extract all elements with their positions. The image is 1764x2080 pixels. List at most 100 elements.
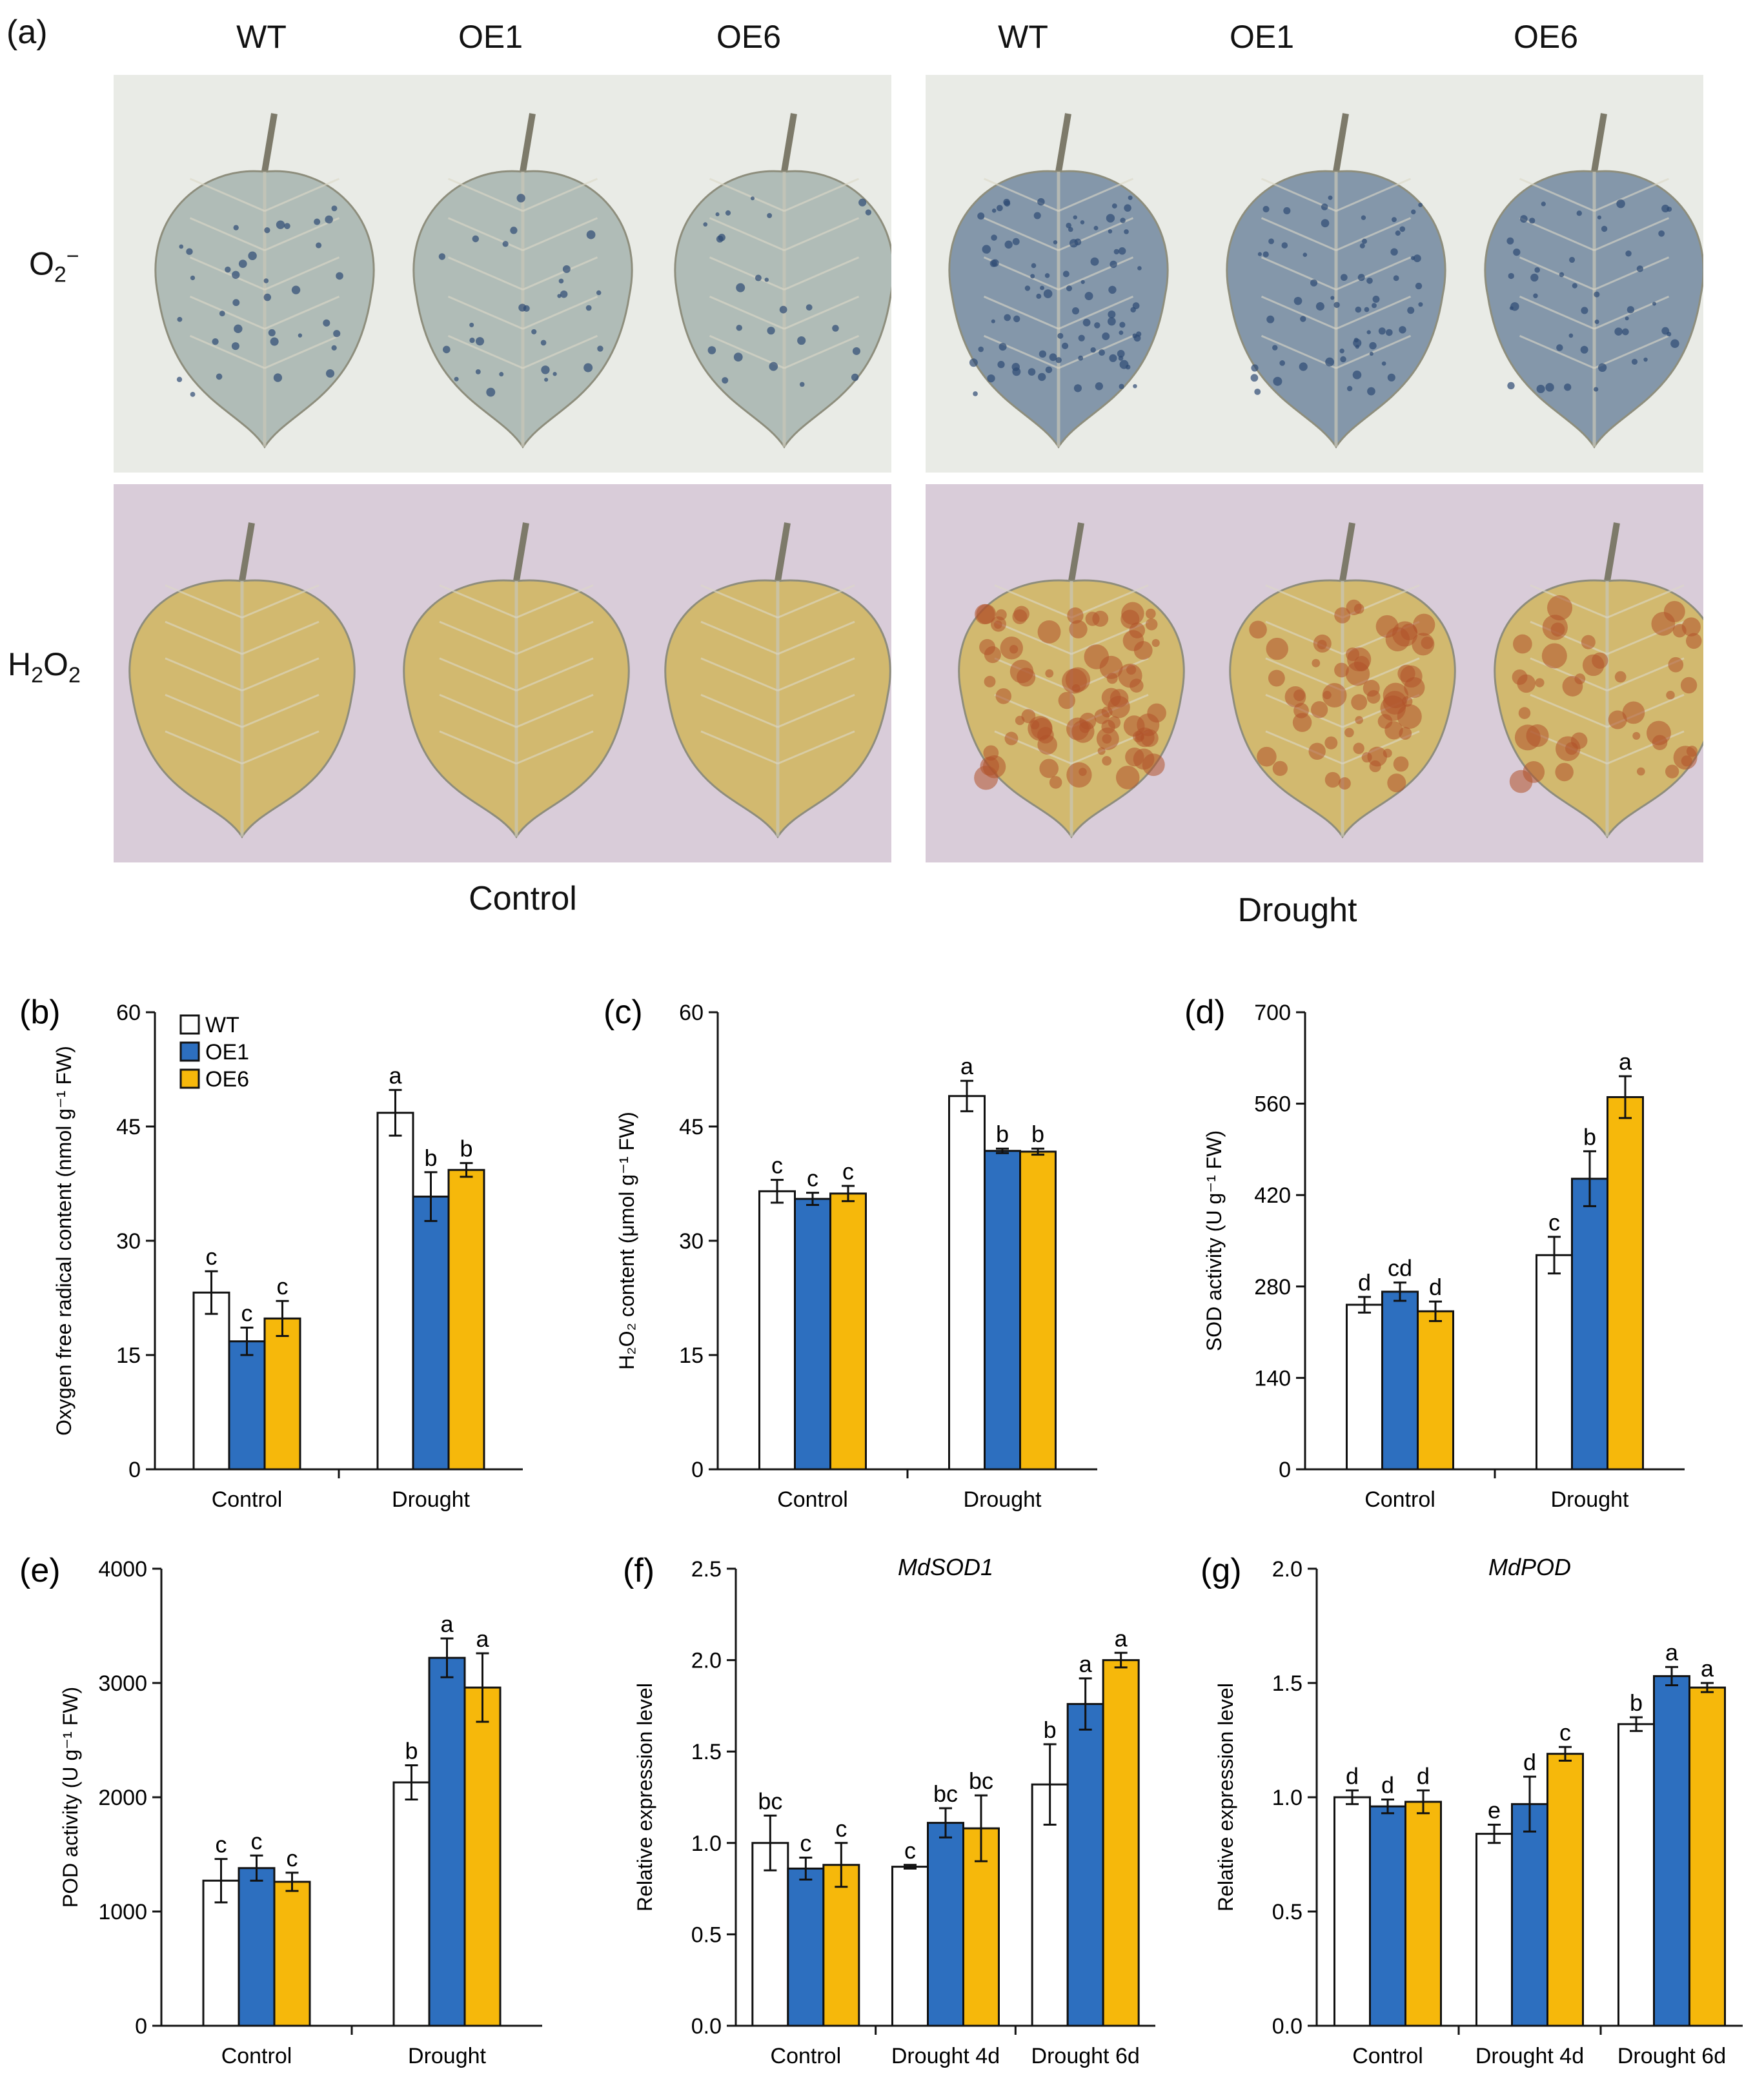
leaf — [674, 113, 891, 449]
y-axis-label: POD activity (U g⁻¹ FW) — [59, 1687, 82, 1908]
bar-oe6 — [1417, 1310, 1454, 1471]
leaf — [1229, 522, 1456, 839]
bar-wt — [948, 1095, 986, 1471]
x-tick-label: Drought 6d — [1617, 2044, 1726, 2068]
significance-letter: c — [800, 1830, 811, 1856]
leaf-staining-photos — [114, 75, 1703, 862]
y-tick-label: 2000 — [98, 1786, 147, 1810]
y-tick-label: 2.0 — [1272, 1557, 1303, 1582]
y-tick-label: 700 — [1254, 1001, 1291, 1025]
significance-letter: cd — [1388, 1255, 1412, 1281]
x-tick-label: Drought — [964, 1487, 1042, 1512]
y-tick-label: 0 — [128, 1458, 141, 1482]
chart-c: (c) 0 15 30 45 60 H₂O₂ content (μmol g⁻¹ FW) Co… — [603, 994, 1097, 1512]
y-tick-label: 0 — [135, 2014, 147, 2039]
condition-label-control: Control — [469, 880, 577, 917]
photo-superoxide-drought — [926, 75, 1703, 473]
x-tick-label: Control — [1352, 2044, 1423, 2068]
significance-letter: c — [771, 1152, 783, 1179]
panel-letter: (g) — [1201, 1552, 1242, 1589]
photo-h2o2-drought — [926, 484, 1703, 862]
bar-oe6 — [1546, 1753, 1584, 2027]
significance-letter: c — [807, 1165, 818, 1192]
bar-wt — [758, 1190, 796, 1471]
panel-letter: (b) — [19, 994, 61, 1031]
x-tick-label: Control — [777, 1487, 848, 1512]
x-tick-label: Control — [221, 2044, 292, 2068]
significance-letter: bc — [969, 1768, 993, 1794]
legend-swatch-oe1 — [179, 1041, 200, 1062]
y-axis-label: SOD activity (U g⁻¹ FW) — [1202, 1130, 1226, 1351]
y-tick-label: 1.5 — [1272, 1671, 1303, 1696]
y-axis-label: Relative expression level — [1214, 1683, 1237, 1912]
leaf — [412, 113, 633, 449]
bar-oe6 — [1404, 1800, 1442, 2027]
bar-oe1 — [1511, 1803, 1548, 2027]
x-tick-label: Drought 6d — [1031, 2044, 1140, 2068]
significance-letter: b — [405, 1737, 418, 1764]
leaf — [1226, 113, 1446, 449]
y-axis-label: Relative expression level — [633, 1683, 656, 1912]
leaf — [958, 522, 1185, 839]
y-tick-label: 0.0 — [691, 2014, 722, 2039]
bar-oe1 — [984, 1150, 1021, 1471]
significance-letter: d — [1381, 1772, 1394, 1799]
significance-letter: b — [1044, 1717, 1057, 1743]
bar-wt — [891, 1866, 929, 2027]
bar-oe1 — [1381, 1290, 1419, 1471]
significance-letter: b — [460, 1136, 472, 1162]
col-label-oe6-control: OE6 — [716, 19, 782, 55]
panel-a-letter: (a) — [6, 14, 48, 51]
x-tick-label: Drought 4d — [891, 2044, 1000, 2068]
significance-letter: a — [960, 1053, 974, 1079]
x-tick-label: Drought — [408, 2044, 487, 2068]
significance-letter: d — [1523, 1749, 1536, 1775]
bar-oe6 — [463, 1686, 502, 2027]
significance-letter: d — [1429, 1274, 1442, 1300]
significance-letter: c — [1548, 1209, 1560, 1236]
significance-letter: c — [904, 1837, 916, 1864]
bar-oe6 — [1102, 1659, 1140, 2027]
significance-letter: b — [424, 1145, 437, 1171]
panel-letter: (e) — [19, 1552, 61, 1589]
y-tick-label: 1.0 — [1272, 1786, 1303, 1810]
chart-f: (f) MdSOD1 0.0 0.5 1.0 1.5 2.0 2.5 Relative expr… — [623, 1552, 1155, 2068]
legend-swatch-oe6 — [179, 1068, 200, 1089]
significance-letter: c — [216, 1831, 227, 1858]
y-tick-label: 1.0 — [691, 1831, 722, 1856]
y-tick-label: 140 — [1254, 1366, 1291, 1391]
significance-letter: c — [835, 1815, 847, 1842]
bar-oe1 — [228, 1340, 266, 1471]
legend-swatch-wt — [179, 1014, 200, 1035]
bar-oe6 — [829, 1192, 867, 1471]
legend-label: OE6 — [205, 1067, 249, 1092]
y-tick-label: 2.5 — [691, 1557, 722, 1582]
bar-wt — [192, 1291, 230, 1471]
bar-wt — [1617, 1723, 1655, 2027]
bar-oe1 — [787, 1867, 825, 2027]
y-tick-label: 280 — [1254, 1275, 1291, 1300]
significance-letter: a — [476, 1626, 489, 1652]
significance-letter: c — [241, 1300, 253, 1327]
col-label-oe6-drought: OE6 — [1513, 19, 1579, 55]
y-tick-label: 30 — [116, 1229, 141, 1254]
significance-letter: a — [1665, 1639, 1679, 1666]
bar-wt — [1346, 1303, 1383, 1471]
bar-oe1 — [412, 1196, 450, 1471]
panel-letter: (f) — [623, 1552, 654, 1589]
significance-letter: a — [1079, 1651, 1093, 1677]
significance-letter: a — [389, 1062, 402, 1088]
legend-label: WT — [205, 1013, 239, 1037]
chart-g: (g) MdPOD 0.0 0.5 1.0 1.5 2.0 Relative expressi… — [1201, 1552, 1743, 2068]
chart-d: (d) 0 140 280 420 560 700 SOD activity (U g⁻¹ F… — [1184, 994, 1685, 1512]
y-tick-label: 60 — [679, 1001, 704, 1025]
legend-label: OE1 — [205, 1040, 249, 1065]
photo-h2o2-control — [114, 484, 891, 862]
bar-oe6 — [822, 1864, 860, 2027]
bar-wt — [751, 1842, 789, 2027]
chart-b: (b) 0 15 30 45 60 Oxygen free radical content … — [19, 994, 523, 1512]
leaf — [948, 113, 1169, 449]
condition-label-drought: Drought — [1237, 892, 1357, 929]
significance-letter: b — [1031, 1121, 1044, 1147]
